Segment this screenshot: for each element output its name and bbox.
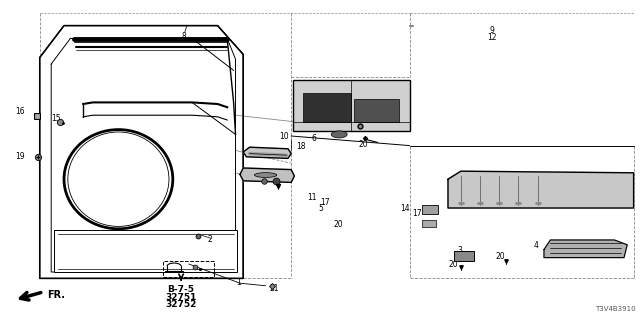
Text: 9: 9 — [489, 26, 494, 35]
Text: 11: 11 — [308, 193, 317, 202]
Text: 18: 18 — [296, 142, 305, 151]
Text: 8: 8 — [182, 32, 187, 41]
Text: 15: 15 — [51, 114, 61, 123]
Bar — [422, 220, 436, 227]
Bar — [163, 261, 214, 277]
Text: 19: 19 — [15, 152, 26, 161]
Text: 17: 17 — [320, 198, 330, 207]
Polygon shape — [243, 147, 291, 158]
Bar — [54, 230, 237, 272]
Text: 3: 3 — [457, 246, 462, 255]
Text: 1: 1 — [236, 278, 241, 287]
Text: 20: 20 — [358, 140, 369, 149]
Ellipse shape — [254, 172, 276, 177]
Text: FR.: FR. — [47, 290, 65, 300]
Text: 10: 10 — [278, 132, 289, 141]
Text: 20: 20 — [495, 252, 506, 261]
Polygon shape — [40, 26, 243, 278]
Text: 7: 7 — [182, 25, 187, 34]
Text: 17: 17 — [412, 209, 422, 218]
Bar — [454, 251, 474, 261]
Bar — [293, 80, 410, 131]
Text: 6: 6 — [311, 134, 316, 143]
Bar — [422, 205, 438, 214]
Text: 32752: 32752 — [165, 300, 197, 309]
Polygon shape — [240, 168, 294, 182]
Text: 12: 12 — [487, 33, 496, 42]
Text: T3V4B3910: T3V4B3910 — [595, 306, 636, 312]
Text: 21: 21 — [269, 284, 278, 293]
Text: 13: 13 — [375, 116, 385, 124]
Text: 16: 16 — [15, 107, 26, 116]
Polygon shape — [544, 240, 627, 258]
Text: 4: 4 — [534, 241, 539, 250]
Text: 14: 14 — [400, 204, 410, 213]
Text: 20: 20 — [333, 220, 343, 229]
Text: B-7-5: B-7-5 — [168, 285, 195, 294]
Bar — [303, 93, 351, 122]
Bar — [354, 99, 399, 122]
Ellipse shape — [332, 131, 348, 138]
Polygon shape — [448, 171, 634, 208]
Text: 20: 20 — [448, 260, 458, 269]
Text: 32751: 32751 — [165, 293, 197, 302]
Text: 5: 5 — [319, 204, 324, 213]
Text: 2: 2 — [207, 235, 212, 244]
